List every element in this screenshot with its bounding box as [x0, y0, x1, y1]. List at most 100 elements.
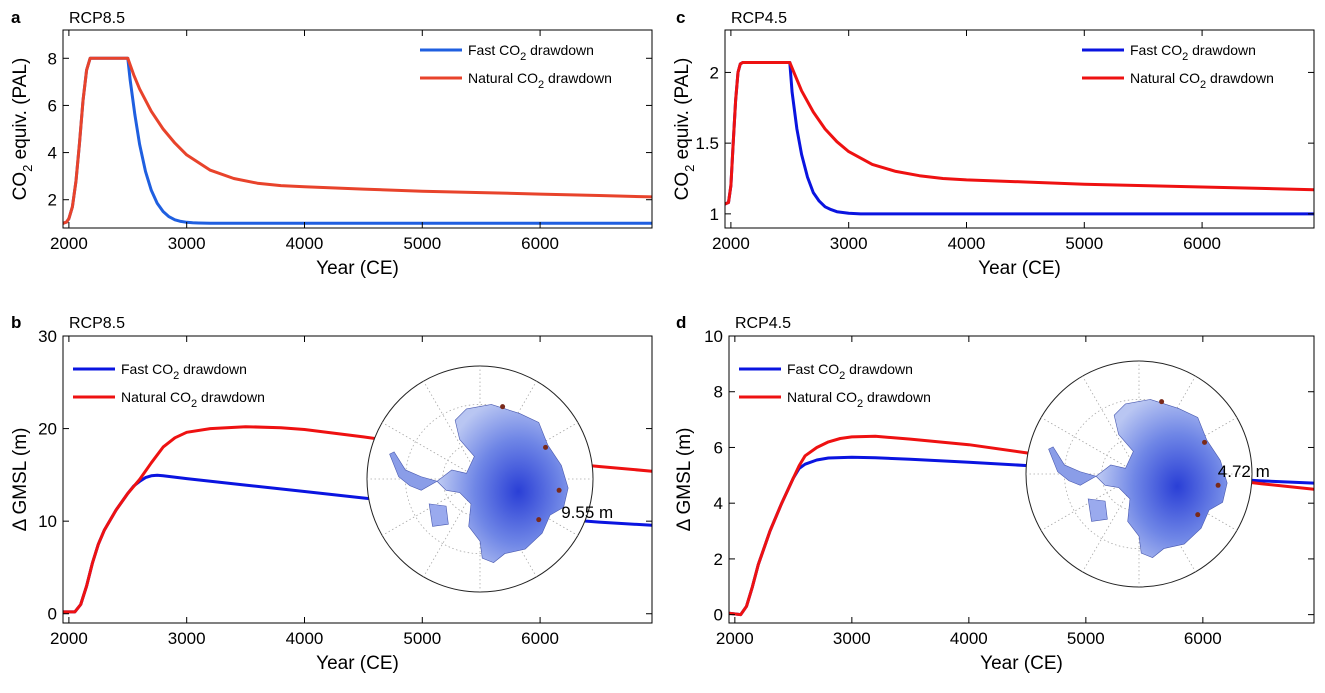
legend: Fast CO2 drawdown Natural CO2 drawdown: [73, 361, 265, 410]
plot-area: 2000 3000 4000 5000 6000 1 1.5 2 Year (CE) CO2 eq…: [672, 29, 1315, 279]
y-axis-label: CO2 equiv. (PAL): [672, 58, 697, 201]
y-tick-label: 4: [48, 144, 57, 163]
plot-area: 2000 3000 4000 5000 6000 2 4 6 8 Year (CE) CO2 equ…: [10, 29, 653, 279]
ice-loss-dot: [1215, 482, 1221, 488]
y-tick-label: 8: [48, 49, 57, 68]
legend: Fast CO2 drawdown Natural CO2 drawdown: [1082, 42, 1274, 91]
x-tick-label: 5000: [403, 234, 441, 253]
x-tick-label: 2000: [50, 234, 88, 253]
ice-loss-dot: [543, 444, 549, 450]
y-tick-label: 1: [710, 205, 719, 224]
ice-sheet-shape: [436, 404, 569, 563]
y-axis-label: Δ GMSL (m): [674, 428, 695, 532]
series-line-natural: [63, 56, 652, 225]
legend-label: Natural CO2 drawdown: [468, 70, 612, 91]
ice-shelf-shape: [1087, 498, 1108, 522]
panel-title: RCP4.5: [735, 315, 791, 332]
end-value-annotation: 9.55 m: [561, 503, 613, 522]
y-tick-label: 1.5: [695, 134, 719, 153]
panel-title: RCP4.5: [731, 10, 787, 27]
ice-loss-dot: [1159, 399, 1165, 405]
y-tick-label: 0: [48, 605, 57, 624]
legend: Fast CO2 drawdown Natural CO2 drawdown: [420, 42, 612, 91]
x-tick-label: 3000: [168, 234, 206, 253]
ice-loss-dot: [1195, 512, 1201, 518]
x-tick-label: 2000: [716, 629, 754, 648]
panel-letter: c: [676, 8, 685, 27]
plot-frame: [728, 335, 1315, 624]
y-tick-label: 10: [704, 327, 723, 346]
chart-d: 2000 3000 4000 5000 6000 0 2 4 6 8 10 Year (CE) Δ GM…: [674, 313, 1315, 674]
chart-c: 2000 3000 4000 5000 6000 1 1.5 2 Year (CE) CO2 eq…: [672, 8, 1315, 279]
panel-a: 2000 3000 4000 5000 6000 2 4 6 8 Year (CE) CO2 equ…: [0, 0, 662, 346]
x-axis-label: Year (CE): [316, 653, 399, 674]
series-line-natural: [725, 61, 1314, 206]
x-axis-label: Year (CE): [980, 653, 1063, 674]
series-group: [725, 61, 1314, 216]
ice-loss-dot: [536, 517, 542, 523]
y-tick-label: 8: [714, 383, 723, 402]
y-tick-label: 30: [38, 327, 57, 346]
x-tick-label: 6000: [1183, 234, 1221, 253]
ice-shelf-shape: [428, 503, 449, 527]
antarctica-map-inset: [1025, 360, 1253, 588]
plot-frame: [724, 29, 1315, 229]
y-tick-label: 0: [714, 606, 723, 625]
panel-title: RCP8.5: [69, 10, 125, 27]
y-tick-label: 6: [714, 438, 723, 457]
y-tick-label: 2: [48, 191, 57, 210]
legend-label: Fast CO2 drawdown: [468, 42, 594, 63]
y-tick-label: 6: [48, 96, 57, 115]
panel-title: RCP8.5: [69, 315, 125, 332]
panel-b: 2000 3000 4000 5000 6000 0 10 20 30 Year (CE) Δ GM…: [0, 313, 662, 693]
x-axis-label: Year (CE): [316, 258, 399, 279]
legend-label: Fast CO2 drawdown: [1130, 42, 1256, 63]
x-tick-label: 2000: [712, 234, 750, 253]
peninsula-shape: [1048, 446, 1097, 486]
x-tick-label: 5000: [403, 629, 441, 648]
x-tick-label: 5000: [1067, 629, 1105, 648]
y-tick-label: 2: [714, 550, 723, 569]
ice-loss-dot: [556, 487, 562, 493]
antarctica-map-inset: [366, 365, 594, 593]
panel-c: 2000 3000 4000 5000 6000 1 1.5 2 Year (CE) CO2 eq…: [662, 0, 1325, 346]
series-group: [63, 56, 652, 225]
x-tick-label: 6000: [521, 629, 559, 648]
y-tick-label: 10: [38, 512, 57, 531]
x-tick-label: 4000: [948, 234, 986, 253]
y-axis-label: CO2 equiv. (PAL): [10, 58, 35, 201]
x-axis-label: Year (CE): [978, 258, 1061, 279]
plot-area: 2000 3000 4000 5000 6000 0 10 20 30 Year (CE) Δ GM…: [10, 327, 653, 674]
ice-loss-dot: [500, 404, 506, 410]
ice-loss-dot: [1202, 439, 1208, 445]
y-tick-label: 2: [710, 63, 719, 82]
x-tick-label: 4000: [950, 629, 988, 648]
x-tick-label: 5000: [1065, 234, 1103, 253]
panel-d: 2000 3000 4000 5000 6000 0 2 4 6 8 10 Year (CE) Δ GM…: [662, 313, 1325, 693]
panel-letter: d: [676, 313, 686, 332]
x-tick-label: 3000: [168, 629, 206, 648]
plot-frame: [62, 29, 653, 229]
x-tick-label: 6000: [521, 234, 559, 253]
legend: Fast CO2 drawdown Natural CO2 drawdown: [739, 361, 931, 410]
ice-sheet-shape: [1095, 399, 1228, 558]
x-tick-label: 3000: [833, 629, 871, 648]
x-tick-label: 4000: [286, 234, 324, 253]
legend-label: Natural CO2 drawdown: [121, 389, 265, 410]
chart-a: 2000 3000 4000 5000 6000 2 4 6 8 Year (CE) CO2 equ…: [10, 8, 653, 279]
y-tick-label: 4: [714, 494, 723, 513]
chart-b: 2000 3000 4000 5000 6000 0 10 20 30 Year (CE) Δ GM…: [10, 313, 653, 674]
legend-label: Natural CO2 drawdown: [787, 389, 931, 410]
x-tick-label: 4000: [286, 629, 324, 648]
legend-label: Natural CO2 drawdown: [1130, 70, 1274, 91]
panel-letter: a: [11, 8, 21, 27]
panel-letter: b: [11, 313, 21, 332]
y-tick-label: 20: [38, 420, 57, 439]
x-tick-label: 2000: [50, 629, 88, 648]
legend-label: Fast CO2 drawdown: [787, 361, 913, 382]
peninsula-shape: [389, 451, 438, 491]
x-tick-label: 6000: [1184, 629, 1222, 648]
legend-label: Fast CO2 drawdown: [121, 361, 247, 382]
plot-area: 2000 3000 4000 5000 6000 0 2 4 6 8 10 Year (CE) Δ GM…: [674, 327, 1315, 674]
y-axis-label: Δ GMSL (m): [10, 428, 31, 532]
